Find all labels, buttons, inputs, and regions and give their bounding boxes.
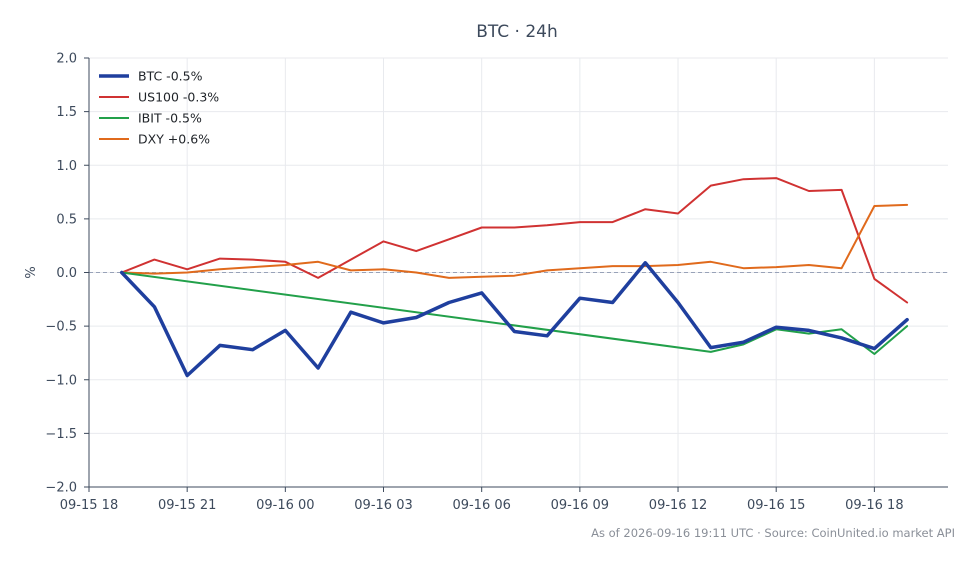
series-line-dxy — [120, 203, 909, 279]
legend-label: DXY +0.6% — [138, 132, 210, 147]
series-lines — [119, 177, 909, 378]
y-tick-label: 1.0 — [56, 159, 77, 174]
y-tick-label: −1.5 — [45, 427, 77, 442]
series-line-btc — [119, 261, 909, 378]
chart-title: BTC · 24h — [476, 22, 558, 42]
footer-source-note: As of 2026-09-16 19:11 UTC · Source: Coi… — [591, 526, 955, 540]
legend: BTC -0.5% US100 -0.3% IBIT -0.5% DXY +0.6% — [99, 69, 219, 147]
y-tick-label: 0.5 — [56, 212, 77, 227]
y-tick-label: 0.0 — [56, 266, 77, 281]
x-tick-label: 09-15 21 — [158, 498, 216, 513]
legend-label: IBIT -0.5% — [138, 111, 202, 126]
y-tick-label: 1.5 — [56, 105, 77, 120]
y-tick-label: −0.5 — [45, 320, 77, 335]
legend-label: US100 -0.3% — [138, 90, 219, 105]
series-line-ibit — [120, 271, 909, 355]
y-axis-label: % — [24, 266, 39, 278]
x-tick-label: 09-16 00 — [256, 498, 314, 513]
y-tick-label: −1.0 — [45, 373, 77, 388]
x-tick-label: 09-16 06 — [452, 498, 510, 513]
x-tick-label: 09-16 09 — [551, 498, 609, 513]
y-tick-labels: −2.0 −1.5 −1.0 −0.5 0.0 0.5 1.0 1.5 2.0 — [45, 52, 77, 496]
legend-label: BTC -0.5% — [138, 69, 203, 84]
axes — [84, 57, 948, 492]
x-tick-labels: 09-15 18 09-15 21 09-16 00 09-16 03 09-16 06… — [60, 498, 904, 513]
x-tick-label: 09-16 15 — [747, 498, 805, 513]
y-tick-label: −2.0 — [45, 481, 77, 496]
x-tick-label: 09-16 18 — [845, 498, 903, 513]
grid-lines — [88, 57, 948, 488]
x-tick-label: 09-16 12 — [649, 498, 707, 513]
x-tick-label: 09-16 03 — [354, 498, 412, 513]
x-tick-label: 09-15 18 — [60, 498, 118, 513]
y-tick-label: 2.0 — [56, 52, 77, 67]
series-line-us100 — [120, 177, 909, 304]
